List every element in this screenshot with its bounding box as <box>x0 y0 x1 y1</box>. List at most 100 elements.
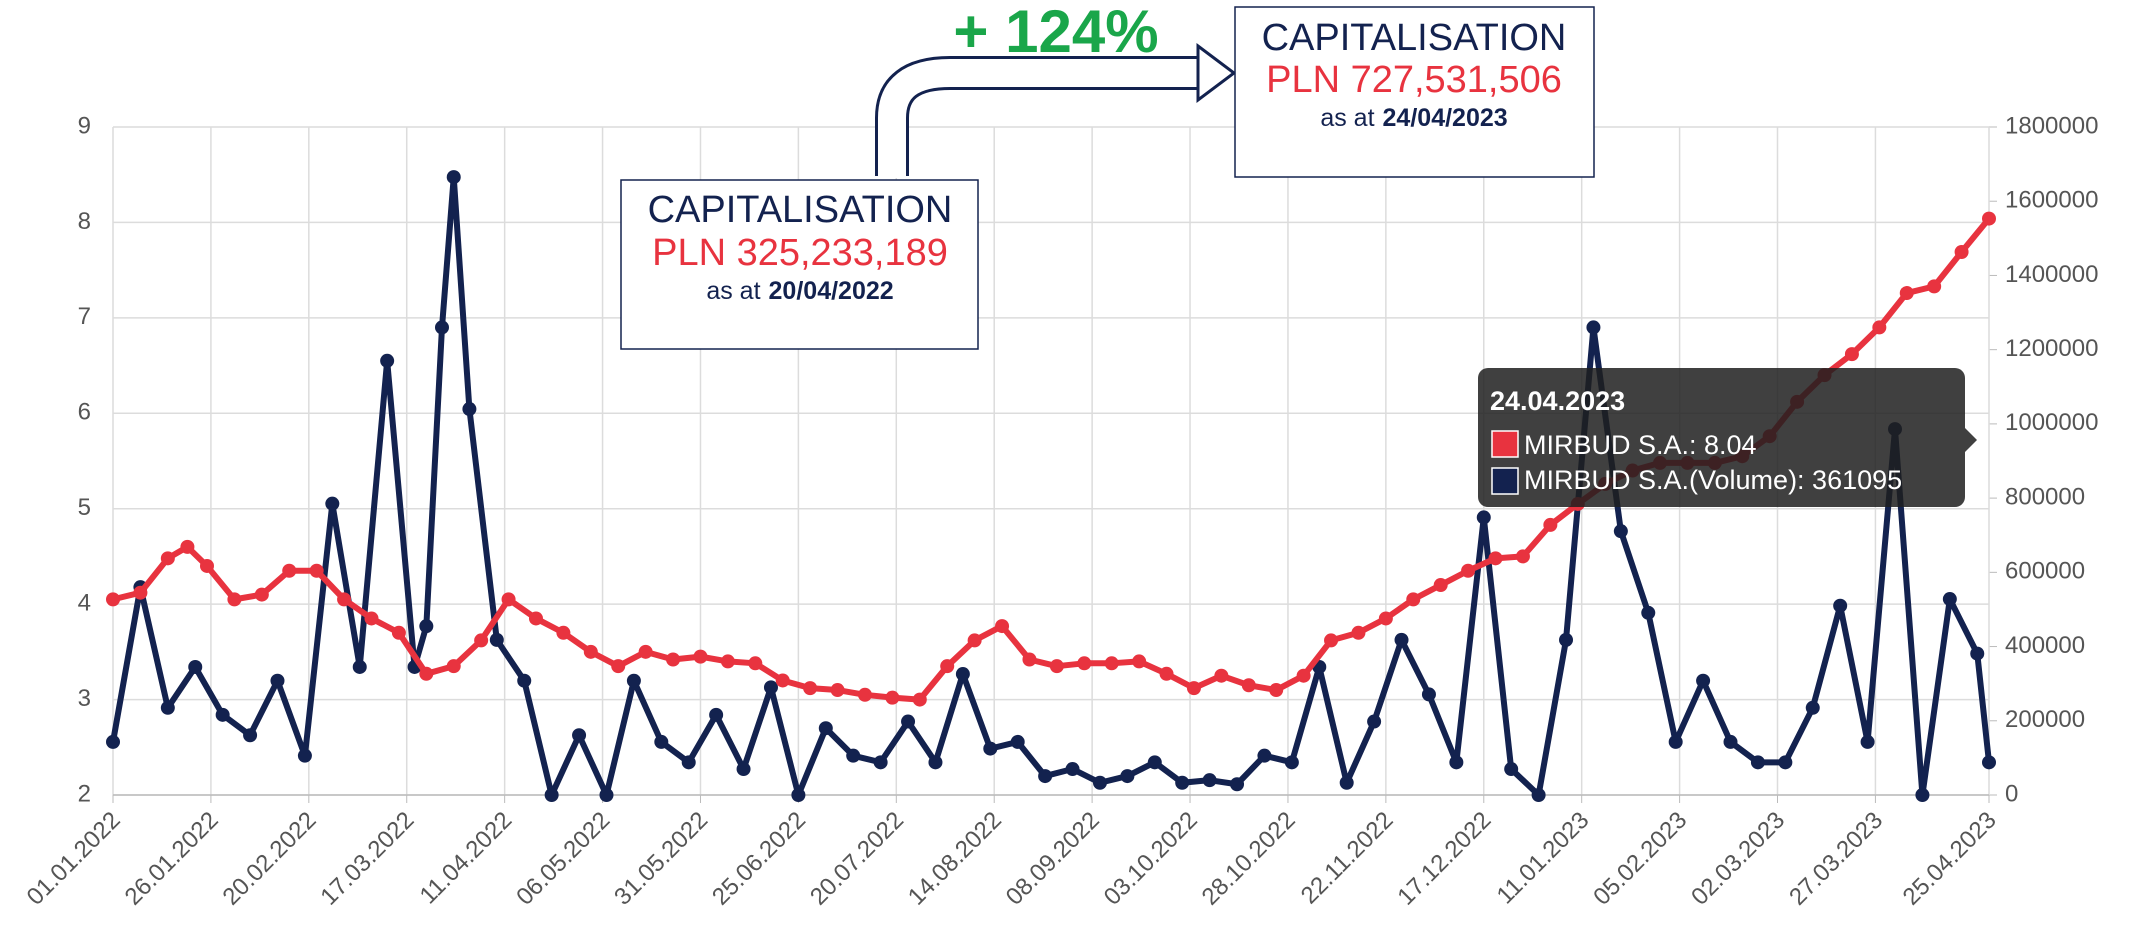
point <box>1844 347 1859 362</box>
x-tick-label: 27.03.2023 <box>1784 807 1888 911</box>
as-at: as at <box>706 277 760 305</box>
y-tick-label: 7 <box>78 303 91 330</box>
x-tick-label: 17.12.2022 <box>1392 807 1496 911</box>
point <box>1092 775 1107 790</box>
point <box>1120 769 1135 784</box>
point <box>1476 510 1491 525</box>
y2-tick-label: 1800000 <box>2005 112 2098 139</box>
x-tick-label: 20.07.2022 <box>805 807 909 911</box>
tooltip-swatch <box>1491 467 1519 495</box>
point <box>654 734 669 749</box>
y-tick-label: 8 <box>78 208 91 235</box>
point <box>748 656 763 671</box>
point <box>857 687 872 702</box>
point <box>1559 632 1574 647</box>
point <box>1488 551 1503 566</box>
point <box>254 587 269 602</box>
point <box>380 353 395 368</box>
point <box>1132 654 1147 669</box>
point <box>995 619 1010 634</box>
point <box>1954 245 1969 260</box>
point <box>1942 592 1957 607</box>
x-tick-label: 26.01.2022 <box>120 807 224 911</box>
point <box>106 592 120 607</box>
point <box>297 748 312 763</box>
point <box>501 592 516 607</box>
end-date-line: as at 24/04/2023 <box>1320 104 1507 132</box>
point <box>1077 656 1092 671</box>
point <box>1915 788 1930 802</box>
point <box>1433 578 1448 593</box>
point <box>188 659 203 674</box>
y-tick-label: 6 <box>78 399 91 426</box>
point <box>775 673 790 688</box>
point <box>1038 769 1053 784</box>
point <box>1049 659 1064 674</box>
point <box>391 625 406 640</box>
point <box>1351 625 1366 640</box>
series-line <box>110 174 1992 798</box>
point <box>1022 652 1037 667</box>
point <box>666 652 681 667</box>
y-tick-label: 5 <box>78 494 91 521</box>
x-tick-label: 11.04.2022 <box>415 807 518 910</box>
point <box>489 632 504 647</box>
start-amount: PLN 325,233,189 <box>652 232 948 274</box>
point <box>1778 755 1793 770</box>
point <box>912 692 927 707</box>
point <box>474 633 489 648</box>
point <box>227 592 242 607</box>
point <box>282 563 297 578</box>
point <box>270 673 285 688</box>
point <box>517 673 532 688</box>
point <box>1668 734 1683 749</box>
point <box>133 585 148 600</box>
tooltip-item: MIRBUD S.A.(Volume): 361095 <box>1524 465 1902 495</box>
point <box>967 633 982 648</box>
arrow <box>878 59 1200 178</box>
arrow <box>875 56 1200 176</box>
start-date: 20/04/2022 <box>769 277 894 305</box>
point <box>325 496 340 511</box>
point <box>1641 605 1656 620</box>
tooltip-bg <box>1478 368 1965 507</box>
point <box>1406 592 1421 607</box>
point <box>309 563 324 578</box>
point <box>1104 656 1119 671</box>
point <box>199 558 214 573</box>
tooltip-pointer <box>1965 428 1977 452</box>
point <box>1833 598 1848 613</box>
point <box>1613 524 1628 539</box>
point <box>983 741 998 756</box>
point <box>763 680 778 695</box>
point <box>215 707 230 722</box>
point <box>1159 666 1174 681</box>
y2-tick-label: 200000 <box>2005 706 2085 733</box>
x-tick-label: 02.03.2023 <box>1686 807 1790 911</box>
tooltip-swatch <box>1491 430 1519 458</box>
point <box>1872 320 1887 335</box>
point <box>681 755 696 770</box>
point <box>583 644 598 659</box>
point <box>736 762 751 777</box>
point <box>1214 668 1229 683</box>
x-tick-label: 08.09.2022 <box>1001 807 1105 911</box>
point <box>928 755 943 770</box>
point <box>446 170 461 185</box>
point <box>1284 755 1299 770</box>
x-tick-label: 25.06.2022 <box>707 807 811 911</box>
tooltip-item: MIRBUD S.A.: 8.04 <box>1524 430 1757 460</box>
point <box>1750 755 1765 770</box>
point <box>1175 775 1190 790</box>
point <box>885 690 900 705</box>
end-title: CAPITALISATION <box>1262 17 1567 59</box>
change-label: + 124% <box>953 0 1158 65</box>
point <box>419 619 434 634</box>
x-tick-label: 31.05.2022 <box>609 807 713 911</box>
end-amount: PLN 727,531,506 <box>1266 59 1562 101</box>
tooltip-title: 24.04.2023 <box>1490 386 1625 416</box>
point <box>626 673 641 688</box>
point <box>352 659 367 674</box>
y2-tick-label: 1200000 <box>2005 335 2098 362</box>
